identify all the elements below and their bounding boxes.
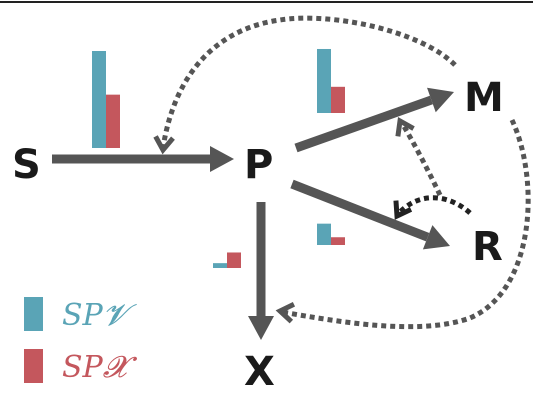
bars-s-to-p-bar-x (106, 94, 120, 148)
legend-swatch-x (24, 349, 43, 383)
bars-p-to-r-bar-x (331, 237, 345, 245)
node-m: M (464, 75, 504, 121)
arrow-p-to-m-head (427, 87, 454, 113)
dotted-m-to-px-head (275, 301, 296, 324)
node-x: X (244, 349, 275, 394)
bars-p-to-m (317, 48, 345, 114)
arrow-p-to-r-shaft (290, 179, 430, 242)
bars-p-to-r (317, 223, 345, 245)
bars-p-to-x-bar-x (227, 252, 241, 268)
dotted-m-to-sp (153, 15, 457, 155)
bars-p-to-m-bar-v (317, 48, 331, 114)
dotted-m-to-px (275, 118, 531, 330)
dotted-r-to-pr-line (396, 195, 472, 216)
dotted-m-to-sp-line (160, 15, 457, 149)
bars-p-to-r-bar-v (317, 223, 331, 245)
dotted-r-to-pm-line (399, 121, 443, 197)
bars-s-to-p (92, 51, 120, 148)
dotted-m-to-sp-head (153, 135, 175, 155)
arrow-s-to-p (52, 146, 234, 172)
node-p: P (244, 142, 273, 188)
arrow-p-to-m-shaft (294, 95, 433, 153)
node-s: S (12, 142, 41, 188)
dotted-r-to-pr (393, 195, 472, 220)
arrow-p-to-m (294, 87, 454, 153)
dotted-r-to-pm (395, 117, 443, 197)
legend-label-x: SP𝓧 (62, 350, 138, 385)
bars-p-to-m-bar-x (331, 86, 345, 113)
dotted-m-to-px-line (281, 118, 531, 330)
arrow-s-to-p-head (210, 146, 234, 172)
solid-arrows (52, 87, 454, 340)
arrow-p-to-r-head (422, 225, 450, 250)
arrow-p-to-x (248, 202, 274, 340)
dotted-r-to-pm-head (395, 117, 415, 137)
dotted-r-to-pr-head (393, 200, 413, 220)
legend: SP𝓥 SP𝓧 (24, 297, 138, 385)
bars (92, 48, 345, 268)
bars-p-to-x-bar-v (213, 263, 227, 268)
legend-swatch-v (24, 297, 43, 331)
arrow-p-to-r (290, 179, 450, 250)
bars-p-to-x (213, 252, 241, 268)
dotted-arrows (153, 15, 531, 330)
arrow-p-to-x-head (248, 316, 274, 340)
legend-label-v: SP𝓥 (62, 298, 137, 333)
node-r: R (472, 224, 503, 270)
bars-s-to-p-bar-v (92, 51, 106, 148)
